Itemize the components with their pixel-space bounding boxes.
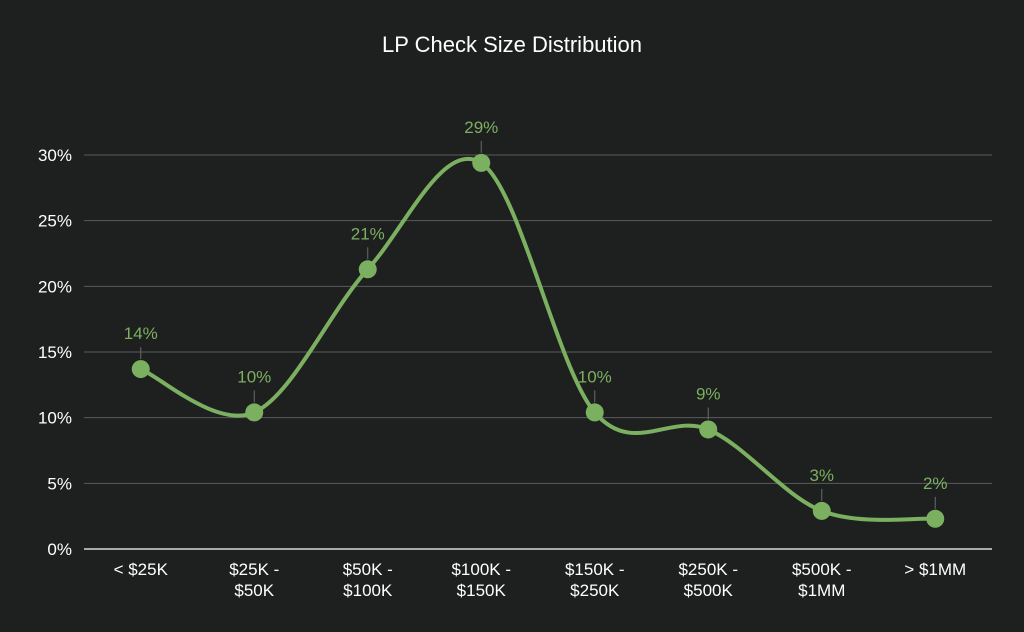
y-axis-ticks: 0% 5% 10% 15% 20% 25% 30% bbox=[38, 146, 72, 559]
data-point[interactable] bbox=[585, 403, 604, 422]
y-tick-label: 15% bbox=[38, 343, 72, 362]
gridlines bbox=[84, 154, 992, 550]
y-tick-label: 10% bbox=[38, 409, 72, 428]
x-tick-label: $50K -$100K bbox=[343, 560, 393, 600]
data-label: 3% bbox=[809, 466, 834, 485]
data-label: 10% bbox=[578, 367, 612, 386]
data-point[interactable] bbox=[812, 501, 831, 520]
y-tick-label: 30% bbox=[38, 146, 72, 165]
data-point[interactable] bbox=[358, 260, 377, 279]
y-tick-label: 25% bbox=[38, 212, 72, 231]
x-tick-label: > $1MM bbox=[904, 560, 966, 579]
data-points bbox=[131, 153, 945, 528]
y-tick-label: 5% bbox=[47, 474, 72, 493]
y-tick-label: 20% bbox=[38, 277, 72, 296]
data-point[interactable] bbox=[699, 420, 718, 439]
data-label: 2% bbox=[923, 474, 948, 493]
x-tick-label: < $25K bbox=[114, 560, 169, 579]
x-tick-label: $25K -$50K bbox=[229, 560, 279, 600]
data-labels: 14% 10% 21% 29% 10% 9% 3% 2% bbox=[124, 118, 948, 509]
series-line bbox=[138, 156, 938, 522]
data-label: 14% bbox=[124, 324, 158, 343]
data-label: 10% bbox=[237, 367, 271, 386]
chart-title: LP Check Size Distribution bbox=[382, 32, 642, 57]
data-point[interactable] bbox=[131, 360, 150, 379]
series-line-path bbox=[138, 156, 938, 522]
data-label: 21% bbox=[351, 224, 385, 243]
data-point[interactable] bbox=[472, 153, 491, 172]
data-point[interactable] bbox=[245, 403, 264, 422]
data-label: 29% bbox=[464, 118, 498, 137]
data-point[interactable] bbox=[926, 509, 945, 528]
x-tick-label: $100K -$150K bbox=[451, 560, 511, 600]
data-label: 9% bbox=[696, 384, 721, 403]
x-tick-label: $150K -$250K bbox=[565, 560, 625, 600]
x-axis-ticks: < $25K $25K -$50K $50K -$100K $100K -$150K $… bbox=[114, 560, 967, 600]
x-tick-label: $500K -$1MM bbox=[792, 560, 852, 600]
y-tick-label: 0% bbox=[47, 540, 72, 559]
x-tick-label: $250K -$500K bbox=[678, 560, 738, 600]
